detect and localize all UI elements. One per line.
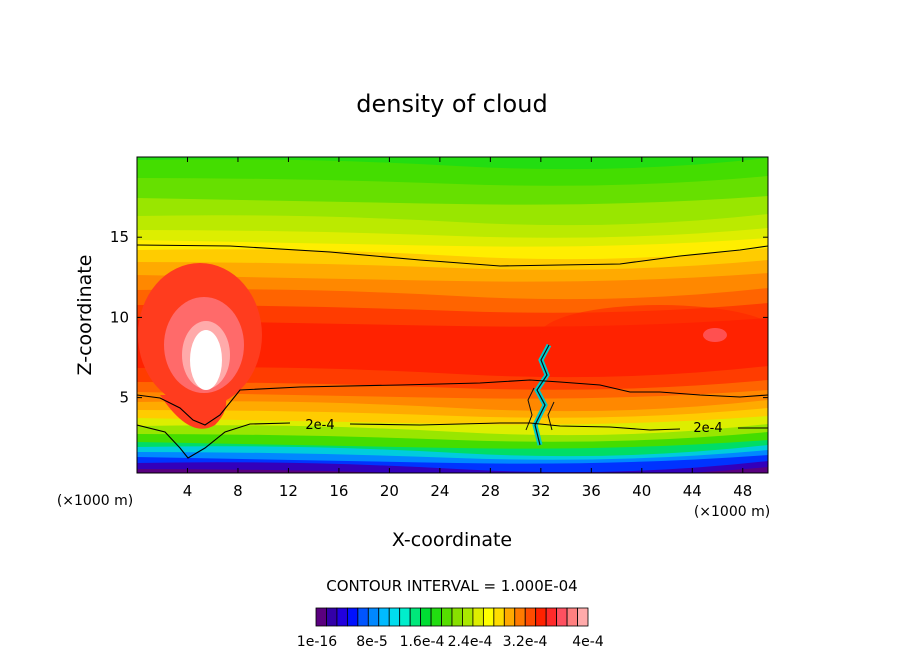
y-axis-ticks: 5 10 15 bbox=[110, 228, 768, 407]
colorbar-swatch-19 bbox=[514, 607, 526, 627]
chart-title: density of cloud bbox=[356, 90, 547, 118]
colorbar-swatch-2 bbox=[336, 607, 348, 627]
contour-label-2: 2e-4 bbox=[693, 421, 722, 436]
x-tick-label-9: 40 bbox=[632, 482, 651, 500]
x-tick-label-0: 4 bbox=[183, 482, 193, 500]
x-unit-label: (×1000 m) bbox=[694, 504, 770, 520]
contour-3e-4-edge bbox=[137, 379, 768, 426]
colorbar-swatch-16 bbox=[482, 607, 495, 627]
colorbar-swatch-5 bbox=[367, 607, 380, 627]
y-axis-label: Z-coordinate bbox=[74, 255, 96, 376]
z-unit-label: (×1000 m) bbox=[57, 493, 133, 509]
core-max bbox=[190, 330, 222, 390]
x-tick-label-8: 36 bbox=[582, 482, 601, 500]
colorbar-swatch-9 bbox=[409, 607, 422, 627]
colorbar-swatch-21 bbox=[535, 607, 547, 627]
y-tick-label-1: 10 bbox=[110, 308, 129, 326]
contour-label-1: 2e-4 bbox=[305, 418, 334, 433]
x-tick-label-5: 24 bbox=[430, 482, 449, 500]
colorbar-swatch-11 bbox=[430, 607, 442, 627]
x-axis-ticks: 4 8 12 16 20 24 28 32 36 40 44 48 bbox=[183, 157, 752, 500]
x-tick-label-1: 8 bbox=[233, 482, 243, 500]
right-lobe bbox=[540, 305, 768, 365]
contour-1e-4 bbox=[137, 244, 768, 267]
x-tick-label-7: 32 bbox=[531, 482, 550, 500]
contour-interval-text: CONTOUR INTERVAL = 1.000E-04 bbox=[326, 577, 577, 595]
colorbar-swatch-25 bbox=[577, 607, 589, 627]
x-tick-label-4: 20 bbox=[380, 482, 399, 500]
colorbar-swatch-10 bbox=[420, 607, 432, 627]
colorbar-swatch-15 bbox=[472, 607, 484, 627]
colorbar-swatch-18 bbox=[503, 607, 516, 627]
colorbar-label-5: 4e-4 bbox=[572, 634, 604, 650]
x-tick-label-3: 16 bbox=[329, 482, 348, 500]
colorbar-swatch-8 bbox=[399, 607, 411, 627]
colorbar-swatch-13 bbox=[451, 607, 463, 627]
contour-lines bbox=[137, 244, 768, 459]
x-tick-label-10: 44 bbox=[683, 482, 702, 500]
x-axis-label: X-coordinate bbox=[392, 529, 512, 551]
colorbar-swatch-23 bbox=[556, 607, 568, 627]
density-band-24 bbox=[137, 461, 768, 473]
colorbar-label-0: 1e-16 bbox=[297, 634, 337, 650]
colorbar-swatch-14 bbox=[462, 607, 474, 627]
x-tick-label-2: 12 bbox=[279, 482, 298, 500]
core-hook bbox=[160, 395, 227, 429]
x-tick-label-11: 48 bbox=[733, 482, 752, 500]
y-tick-label-2: 15 bbox=[110, 228, 129, 246]
colorbar-label-3: 2.4e-4 bbox=[448, 634, 493, 650]
colorbar bbox=[315, 607, 589, 627]
colorbar-swatch-17 bbox=[493, 607, 505, 627]
colorbar-swatch-6 bbox=[378, 607, 390, 627]
plot-area bbox=[137, 157, 768, 473]
colorbar-swatch-1 bbox=[326, 607, 338, 627]
density-band-25 bbox=[137, 467, 768, 473]
right-lobe-peak bbox=[703, 328, 727, 342]
y-tick-label-0: 5 bbox=[119, 389, 129, 407]
colorbar-swatch-7 bbox=[388, 607, 401, 627]
colorbar-swatch-4 bbox=[357, 607, 369, 627]
colorbar-swatch-20 bbox=[524, 607, 537, 627]
colorbar-swatch-0 bbox=[315, 607, 327, 627]
colorbar-swatch-22 bbox=[545, 607, 558, 627]
colorbar-labels: 1e-16 8e-5 1.6e-4 2.4e-4 3.2e-4 4e-4 bbox=[297, 634, 604, 650]
colorbar-label-1: 8e-5 bbox=[356, 634, 387, 650]
contour-2e-4 bbox=[137, 422, 291, 459]
x-tick-label-6: 28 bbox=[481, 482, 500, 500]
colorbar-label-4: 3.2e-4 bbox=[503, 634, 548, 650]
colorbar-swatch-12 bbox=[441, 607, 453, 627]
contour-2e-4-mid bbox=[349, 422, 681, 431]
plot-frame bbox=[136, 156, 769, 474]
colorbar-swatch-24 bbox=[566, 607, 578, 627]
colorbar-swatch-3 bbox=[346, 607, 359, 627]
colorbar-label-2: 1.6e-4 bbox=[400, 634, 445, 650]
